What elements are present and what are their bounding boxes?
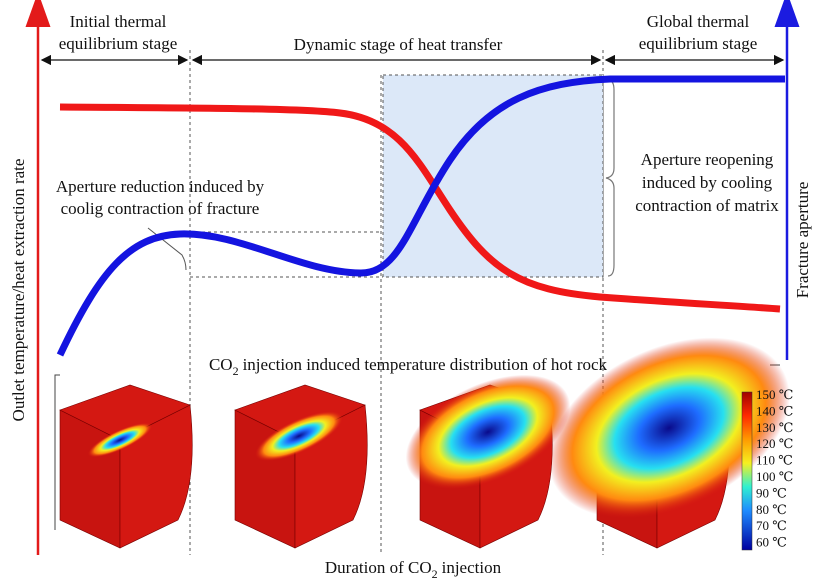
- annotation: coolig contraction of fracture: [61, 199, 260, 218]
- right-axis-label: Fracture aperture: [793, 182, 812, 299]
- colorbar-label: 110 ℃: [756, 453, 793, 468]
- text: Duration of CO: [325, 558, 432, 577]
- colorbar-label: 120 ℃: [756, 436, 793, 451]
- colorbar-label: 100 ℃: [756, 469, 793, 484]
- diagram: 150 ℃140 ℃ 130 ℃120 ℃ 110 ℃100 ℃90 ℃ 80 ℃70…: [0, 0, 826, 579]
- text: injection: [442, 558, 502, 577]
- rock-cube: [235, 385, 367, 548]
- page: 150 ℃140 ℃ 130 ℃120 ℃ 110 ℃100 ℃90 ℃ 80 ℃70…: [0, 0, 826, 579]
- stage-label: Initial thermal: [70, 12, 167, 31]
- annotation: contraction of matrix: [635, 196, 779, 215]
- subscript: 2: [233, 364, 239, 378]
- colorbar-label: 150 ℃: [756, 387, 793, 402]
- colorbar-label: 80 ℃: [756, 502, 787, 517]
- subscript: 2: [432, 567, 438, 579]
- colorbar-label: 60 ℃: [756, 535, 787, 550]
- rock-renders: [60, 301, 819, 554]
- stage-label: Global thermal: [647, 12, 750, 31]
- text: CO: [209, 355, 233, 374]
- panel-title: CO2 injection induced temperature distrib…: [209, 355, 608, 378]
- annotation: Aperture reopening: [641, 150, 774, 169]
- text: injection induced temperature distributi…: [243, 355, 608, 374]
- colorbar-label: 90 ℃: [756, 485, 787, 500]
- stage-label: equilibrium stage: [59, 34, 178, 53]
- left-axis-label: Outlet temperature/heat extraction rate: [9, 159, 28, 422]
- stage-label: equilibrium stage: [639, 34, 758, 53]
- colorbar-label: 130 ℃: [756, 420, 793, 435]
- annotation: Aperture reduction induced by: [56, 177, 265, 196]
- rock-cube: [60, 385, 192, 548]
- colorbar-label: 70 ℃: [756, 518, 787, 533]
- x-axis-label: Duration of CO2 injection: [325, 558, 502, 579]
- shaded-region: [383, 75, 603, 277]
- annotation: induced by cooling: [642, 173, 773, 192]
- brace: [606, 80, 614, 276]
- colorbar-label: 140 ℃: [756, 403, 793, 418]
- colorbar: [742, 392, 752, 550]
- stage-label: Dynamic stage of heat transfer: [294, 35, 503, 54]
